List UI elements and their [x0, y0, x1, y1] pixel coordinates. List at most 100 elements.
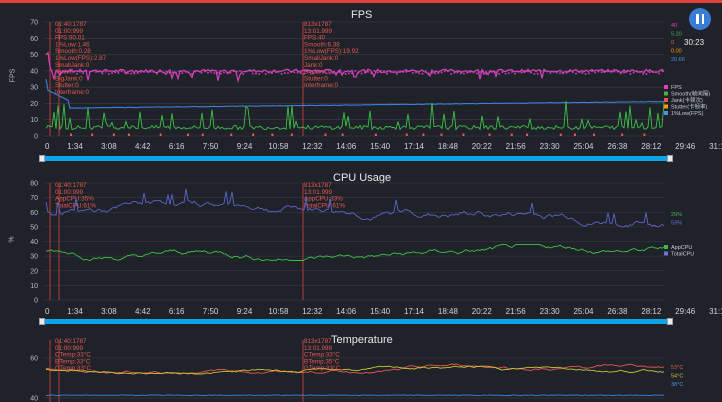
- fps-point: [233, 70, 235, 72]
- jank-bar: [230, 134, 232, 136]
- y-tick-label: 10: [30, 117, 38, 124]
- fps-point: [242, 73, 244, 75]
- fps-point: [370, 72, 372, 74]
- cpu-slider-left-handle[interactable]: [39, 318, 45, 325]
- pause-button[interactable]: [689, 8, 711, 30]
- tooltip-left-line: CTemp:33°C: [55, 351, 91, 359]
- fps-point: [623, 72, 625, 74]
- jank-bar: [202, 134, 204, 136]
- fps-point: [92, 70, 94, 72]
- fps-point: [396, 73, 398, 75]
- jank-bar: [406, 134, 408, 136]
- fps-point: [111, 72, 113, 74]
- jank-bar: [574, 134, 576, 136]
- cpu-slider-right-handle[interactable]: [667, 318, 673, 325]
- fps-point: [463, 73, 465, 75]
- fps-point: [559, 73, 561, 75]
- fps-point: [73, 71, 75, 73]
- jank-bar: [113, 134, 115, 136]
- fps-point: [633, 72, 635, 74]
- x-tick-label: 20:22: [472, 307, 493, 315]
- y-tick-label: 50: [30, 224, 38, 231]
- x-tick-label: 3:08: [101, 307, 117, 315]
- y-tick-label: 80: [30, 181, 38, 188]
- fps-slider-right-handle[interactable]: [667, 155, 673, 162]
- fps-point: [354, 70, 356, 72]
- fps-point: [550, 72, 552, 74]
- fps-point: [345, 73, 347, 75]
- fps-point: [514, 73, 516, 75]
- x-tick-label: 18:48: [438, 307, 459, 315]
- fps-point: [374, 70, 376, 72]
- fps-point: [313, 73, 315, 75]
- x-tick-label: 21:56: [506, 307, 527, 315]
- cpu-slider-track[interactable]: [39, 319, 673, 324]
- fps-point: [246, 71, 248, 73]
- fps-point: [390, 71, 392, 73]
- fps-point: [82, 72, 84, 74]
- fps-point: [502, 71, 504, 73]
- jank-bar: [526, 134, 528, 136]
- fps-point: [492, 71, 494, 73]
- x-tick-label: 21:56: [506, 142, 527, 150]
- fps-slider-track[interactable]: [39, 156, 673, 161]
- fps-point: [649, 71, 651, 73]
- fps-point: [367, 71, 369, 73]
- fps-point: [300, 72, 302, 74]
- fps-point: [447, 70, 449, 72]
- cpu-time-range-slider[interactable]: [39, 318, 673, 325]
- fps-point: [438, 72, 440, 74]
- temp-current-value: 38°C: [671, 382, 683, 388]
- fps-point: [383, 70, 385, 72]
- fps-point: [662, 70, 664, 72]
- fps-point: [303, 73, 305, 75]
- fps-point: [210, 71, 212, 73]
- fps-point: [655, 71, 657, 73]
- fps-point: [252, 73, 254, 75]
- fps-point: [524, 70, 526, 72]
- y-tick-label: 60: [30, 356, 38, 363]
- x-tick-label: 29:46: [675, 142, 696, 150]
- fps-point: [566, 72, 568, 74]
- x-tick-label: 12:32: [302, 142, 323, 150]
- fps-point: [639, 71, 641, 73]
- fps-point: [479, 71, 481, 73]
- x-tick-label: 6:16: [169, 142, 185, 150]
- jank-bar: [252, 134, 254, 136]
- fps-point: [316, 72, 318, 74]
- fps-point: [476, 73, 478, 75]
- legend-label: AppCPU: [671, 245, 692, 251]
- y-tick-label: 20: [30, 101, 38, 108]
- fps-point: [521, 72, 523, 74]
- fps-point: [646, 73, 648, 75]
- fps-time-range-slider[interactable]: [39, 155, 673, 162]
- fps-point: [569, 70, 571, 72]
- x-tick-label: 0: [45, 142, 50, 150]
- fps-point: [358, 72, 360, 74]
- fps-point: [159, 71, 161, 73]
- legend-label: FPS: [671, 85, 682, 91]
- fps-point: [249, 70, 251, 72]
- fps-point: [130, 73, 132, 75]
- fps-point: [540, 70, 542, 72]
- ctemp-series: [46, 364, 664, 373]
- fps-point: [652, 71, 654, 73]
- fps-point: [310, 72, 312, 74]
- gtemp-series: [46, 395, 664, 396]
- fps-point: [265, 73, 267, 75]
- fps-point: [134, 73, 136, 75]
- fps-point: [332, 72, 334, 74]
- x-tick-label: 14:06: [336, 307, 357, 315]
- fps-point: [204, 71, 206, 73]
- tooltip-right-line: BTemp:35°C: [304, 357, 340, 365]
- x-tick-label: 15:40: [370, 142, 391, 150]
- x-tick-label: 4:42: [135, 142, 151, 150]
- x-tick-label: 31:17: [709, 307, 722, 315]
- fps-point: [534, 73, 536, 75]
- fps-point: [118, 72, 120, 74]
- fps-point: [86, 70, 88, 72]
- fps-slider-left-handle[interactable]: [39, 155, 45, 162]
- fps-point: [607, 71, 609, 73]
- fps-point: [63, 71, 65, 73]
